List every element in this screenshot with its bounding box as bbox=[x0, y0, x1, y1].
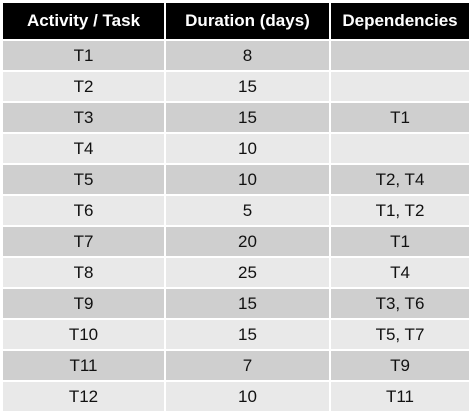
task-cell: T5 bbox=[3, 164, 165, 195]
dependencies-cell: T4 bbox=[330, 257, 469, 288]
task-cell: T8 bbox=[3, 257, 165, 288]
table-row: T7 20 T1 bbox=[3, 226, 469, 257]
dependencies-cell: T2, T4 bbox=[330, 164, 469, 195]
dependencies-cell: T3, T6 bbox=[330, 288, 469, 319]
dependencies-cell: T5, T7 bbox=[330, 319, 469, 350]
dependencies-cell bbox=[330, 71, 469, 102]
duration-cell: 15 bbox=[165, 71, 330, 102]
duration-cell: 15 bbox=[165, 102, 330, 133]
duration-cell: 5 bbox=[165, 195, 330, 226]
task-cell: T6 bbox=[3, 195, 165, 226]
task-cell: T4 bbox=[3, 133, 165, 164]
task-table-container: Activity / Task Duration (days) Dependen… bbox=[3, 3, 469, 411]
table-header-row: Activity / Task Duration (days) Dependen… bbox=[3, 3, 469, 40]
duration-cell: 25 bbox=[165, 257, 330, 288]
task-cell: T2 bbox=[3, 71, 165, 102]
table-row: T3 15 T1 bbox=[3, 102, 469, 133]
duration-cell: 7 bbox=[165, 350, 330, 381]
table-row: T9 15 T3, T6 bbox=[3, 288, 469, 319]
dependencies-cell bbox=[330, 133, 469, 164]
table-row: T6 5 T1, T2 bbox=[3, 195, 469, 226]
task-cell: T11 bbox=[3, 350, 165, 381]
dependencies-cell: T1, T2 bbox=[330, 195, 469, 226]
duration-cell: 15 bbox=[165, 288, 330, 319]
header-duration-days: Duration (days) bbox=[165, 3, 330, 40]
duration-cell: 20 bbox=[165, 226, 330, 257]
task-dependency-table: Activity / Task Duration (days) Dependen… bbox=[3, 3, 469, 411]
task-cell: T3 bbox=[3, 102, 165, 133]
dependencies-cell: T9 bbox=[330, 350, 469, 381]
duration-cell: 15 bbox=[165, 319, 330, 350]
table-row: T8 25 T4 bbox=[3, 257, 469, 288]
task-cell: T9 bbox=[3, 288, 165, 319]
duration-cell: 10 bbox=[165, 133, 330, 164]
header-dependencies: Dependencies bbox=[330, 3, 469, 40]
dependencies-cell: T1 bbox=[330, 226, 469, 257]
table-row: T1 8 bbox=[3, 40, 469, 71]
table-row: T5 10 T2, T4 bbox=[3, 164, 469, 195]
dependencies-cell bbox=[330, 40, 469, 71]
duration-cell: 8 bbox=[165, 40, 330, 71]
table-row: T10 15 T5, T7 bbox=[3, 319, 469, 350]
dependencies-cell: T1 bbox=[330, 102, 469, 133]
table-row: T11 7 T9 bbox=[3, 350, 469, 381]
duration-cell: 10 bbox=[165, 164, 330, 195]
task-cell: T1 bbox=[3, 40, 165, 71]
table-row: T4 10 bbox=[3, 133, 469, 164]
task-cell: T10 bbox=[3, 319, 165, 350]
header-activity-task: Activity / Task bbox=[3, 3, 165, 40]
task-cell: T7 bbox=[3, 226, 165, 257]
table-row: T2 15 bbox=[3, 71, 469, 102]
